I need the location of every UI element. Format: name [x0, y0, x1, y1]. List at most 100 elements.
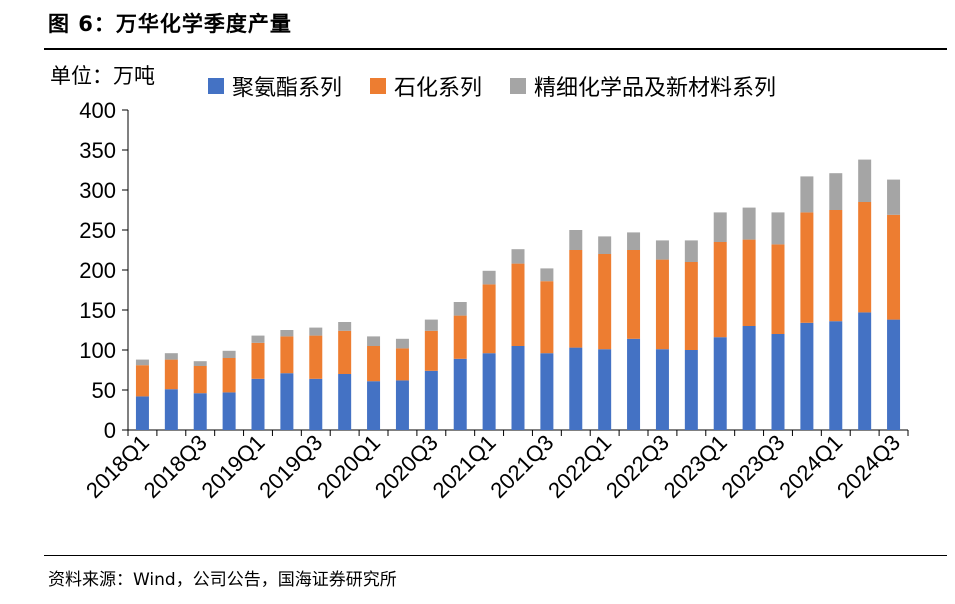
bar-1-2019Q4: [338, 374, 352, 430]
bar-2-2019Q2: [280, 336, 294, 374]
y-tick-label: 200: [79, 258, 116, 283]
bar-3-2020Q3: [424, 319, 438, 331]
x-tick-label: 2023Q3: [716, 430, 789, 503]
bar-2-2024Q2: [858, 202, 872, 313]
y-tick-label: 100: [79, 338, 116, 363]
bar-1-2018Q1: [135, 396, 149, 430]
bar-2-2021Q2: [511, 263, 525, 346]
x-tick-label: 2019Q3: [254, 430, 327, 503]
legend-label-series1: 聚氨酯系列: [232, 76, 343, 101]
bar-3-2019Q1: [251, 335, 265, 343]
bar-3-2021Q4: [569, 230, 583, 250]
bar-3-2022Q2: [627, 232, 641, 250]
bar-3-2023Q1: [713, 212, 727, 242]
bar-1-2019Q3: [309, 378, 323, 430]
bar-2-2024Q1: [829, 210, 843, 322]
bar-2-2022Q1: [598, 254, 612, 350]
bar-3-2024Q2: [858, 159, 872, 202]
bar-3-2018Q2: [164, 353, 178, 360]
bar-1-2022Q2: [627, 338, 641, 430]
bar-2-2019Q4: [338, 330, 352, 374]
bar-1-2018Q2: [164, 389, 178, 430]
bar-1-2023Q3: [771, 334, 785, 430]
bar-3-2022Q1: [598, 236, 612, 254]
bar-1-2021Q3: [540, 353, 554, 430]
legend-swatch-series3: [510, 78, 527, 94]
bar-2-2023Q3: [771, 244, 785, 334]
bar-1-2019Q1: [251, 378, 265, 430]
legend-item-series3: 精细化学品及新材料系列: [510, 70, 776, 102]
bar-1-2020Q1: [367, 381, 381, 430]
bar-2-2018Q1: [135, 365, 149, 397]
bar-3-2024Q3: [887, 179, 901, 215]
x-tick-label: 2024Q1: [774, 430, 847, 503]
bar-2-2021Q1: [482, 284, 496, 354]
bar-3-2023Q4: [800, 176, 814, 213]
bar-1-2022Q1: [598, 349, 612, 430]
bar-3-2018Q1: [135, 359, 149, 366]
x-tick-label: 2021Q1: [428, 430, 501, 503]
x-tick-label: 2021Q3: [485, 430, 558, 503]
bar-2-2019Q3: [309, 335, 323, 379]
bar-3-2018Q3: [193, 361, 207, 366]
bar-1-2020Q3: [424, 370, 438, 430]
bar-3-2022Q4: [684, 240, 698, 262]
bar-1-2021Q2: [511, 346, 525, 430]
x-tick-label: 2020Q1: [312, 430, 385, 503]
bar-3-2024Q1: [829, 173, 843, 210]
bar-3-2019Q3: [309, 327, 323, 336]
title-rule: [44, 48, 947, 50]
y-tick-label: 400: [79, 98, 116, 123]
bar-1-2024Q1: [829, 321, 843, 430]
bar-2-2024Q3: [887, 214, 901, 320]
x-tick-label: 2019Q1: [196, 430, 269, 503]
bar-2-2020Q1: [367, 346, 381, 382]
y-tick-label: 150: [79, 298, 116, 323]
x-tick-label: 2022Q3: [601, 430, 674, 503]
bar-2-2020Q4: [453, 315, 467, 359]
bar-3-2023Q3: [771, 212, 785, 245]
x-tick-label: 2018Q1: [81, 430, 154, 503]
bar-2-2023Q4: [800, 212, 814, 323]
bar-1-2023Q2: [742, 326, 756, 430]
bar-2-2020Q2: [395, 348, 409, 381]
bar-3-2019Q2: [280, 330, 294, 337]
bar-3-2020Q4: [453, 302, 467, 316]
y-tick-label: 0: [104, 418, 116, 443]
bar-1-2023Q1: [713, 337, 727, 430]
bar-1-2022Q3: [655, 349, 669, 430]
x-tick-label: 2023Q1: [659, 430, 732, 503]
x-tick-label: 2020Q3: [370, 430, 443, 503]
bar-3-2021Q3: [540, 268, 554, 282]
bar-2-2018Q3: [193, 366, 207, 394]
bar-1-2019Q2: [280, 373, 294, 430]
bar-3-2020Q1: [367, 336, 381, 346]
bar-2-2022Q3: [655, 259, 669, 350]
figure-title: 图 6：万华化学季度产量: [48, 12, 292, 36]
bar-2-2021Q3: [540, 281, 554, 354]
x-tick-label: 2024Q3: [832, 430, 905, 503]
bar-1-2020Q2: [395, 380, 409, 430]
bar-1-2024Q3: [887, 319, 901, 430]
legend-swatch-series1: [208, 78, 224, 94]
bar-1-2021Q1: [482, 353, 496, 430]
bar-2-2023Q1: [713, 242, 727, 338]
y-tick-label: 50: [92, 378, 116, 403]
x-tick-label: 2022Q1: [543, 430, 616, 503]
legend-item-series1: 聚氨酯系列: [208, 70, 342, 102]
bar-1-2021Q4: [569, 347, 583, 430]
bar-3-2022Q3: [655, 240, 669, 260]
bar-2-2023Q2: [742, 239, 756, 326]
y-tick-label: 250: [79, 218, 116, 243]
bar-2-2019Q1: [251, 342, 265, 379]
legend-swatch-series2: [370, 78, 387, 94]
bar-2-2021Q4: [569, 250, 583, 348]
bar-2-2020Q3: [424, 330, 438, 371]
legend-label-series2: 石化系列: [394, 76, 483, 101]
bar-3-2021Q2: [511, 249, 525, 264]
bar-1-2018Q4: [222, 392, 236, 430]
bar-3-2021Q1: [482, 270, 496, 285]
bar-2-2018Q2: [164, 359, 178, 390]
bar-1-2022Q4: [684, 350, 698, 430]
bar-3-2019Q4: [338, 322, 352, 331]
